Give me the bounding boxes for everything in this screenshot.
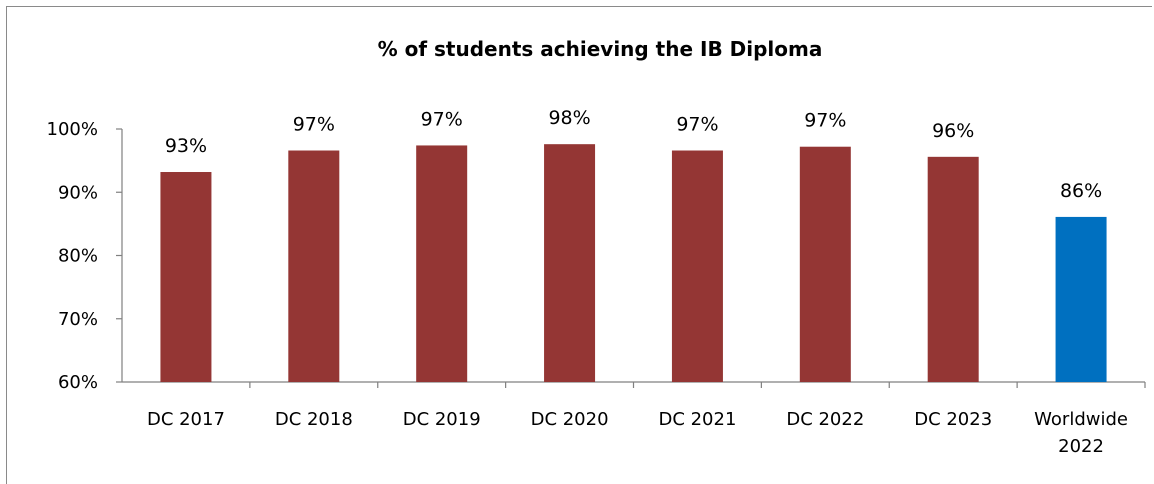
y-tick-label: 100% xyxy=(47,119,98,140)
data-label: 97% xyxy=(421,108,463,130)
y-tick-label: 70% xyxy=(58,309,98,330)
bar xyxy=(1055,216,1107,382)
y-tick-label: 60% xyxy=(58,372,98,393)
category-label: DC 2020 xyxy=(531,409,609,430)
data-label: 96% xyxy=(932,120,974,142)
data-label: 86% xyxy=(1060,180,1102,202)
y-axis-ticks: 60% 70% 80% 90% 100% xyxy=(47,119,122,393)
x-axis-categories: DC 2017 DC 2018 DC 2019 DC 2020 DC 2021 DC 20… xyxy=(147,382,1146,457)
bar xyxy=(671,150,723,382)
chart-title: % of students achieving the IB Diploma xyxy=(378,37,823,61)
category-label: DC 2017 xyxy=(147,409,225,430)
data-label: 97% xyxy=(676,114,718,136)
bar xyxy=(927,156,979,382)
category-label: DC 2018 xyxy=(275,409,353,430)
category-label: 2022 xyxy=(1058,436,1104,457)
data-labels-group: 93% 97% 97% 98% 97% 97% 96% 86% xyxy=(165,107,1102,202)
data-label: 93% xyxy=(165,135,207,157)
data-label: 97% xyxy=(293,114,335,136)
y-tick-label: 80% xyxy=(58,246,98,267)
category-label: DC 2022 xyxy=(786,409,864,430)
bars-group xyxy=(160,144,1107,382)
bar xyxy=(416,145,468,382)
y-tick-label: 90% xyxy=(58,182,98,203)
category-label: DC 2019 xyxy=(403,409,481,430)
data-label: 97% xyxy=(804,110,846,132)
bar xyxy=(288,150,340,382)
data-label: 98% xyxy=(548,107,590,129)
category-label: DC 2023 xyxy=(914,409,992,430)
category-label: DC 2021 xyxy=(658,409,736,430)
bar xyxy=(544,144,596,382)
bar xyxy=(799,146,851,382)
category-label: Worldwide xyxy=(1034,409,1128,430)
bar xyxy=(160,172,212,382)
